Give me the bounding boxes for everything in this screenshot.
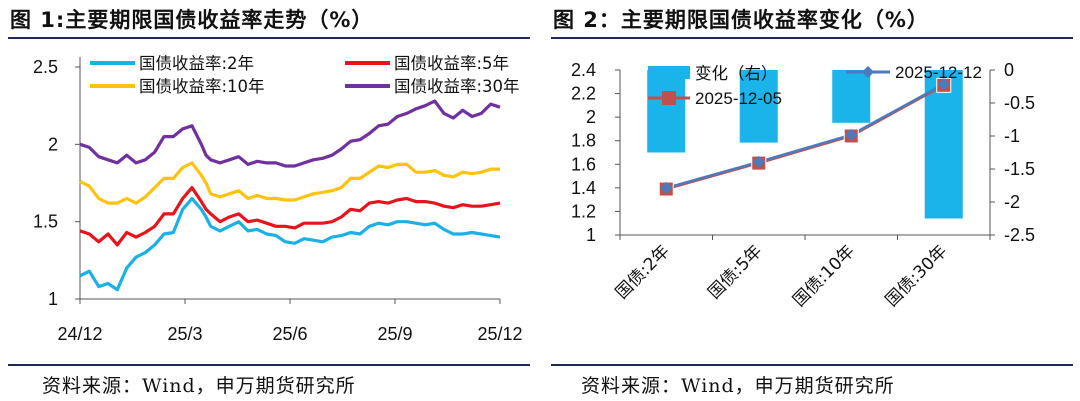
left-chart-title: 图 1:主要期限国债收益率走势（%）: [10, 8, 374, 32]
category-label: 国债:30年: [882, 241, 952, 311]
left-tick-label: 2.4: [571, 60, 596, 80]
category-label: 国债:5年: [704, 241, 766, 303]
left-tick-label: 1: [586, 225, 596, 245]
right-chart-title: 图 2：主要期限国债收益率变化（%）: [553, 8, 929, 32]
left-tick-label: 1.8: [571, 131, 596, 151]
legend-label-y30: 国债收益率:30年: [394, 77, 520, 96]
right-tick-label: -1.5: [1004, 159, 1035, 179]
legend-label-1212: 2025-12-12: [895, 63, 982, 82]
y-tick-label: 1: [48, 289, 58, 309]
x-tick-label: 25/12: [477, 324, 522, 344]
legend-label-y10: 国债收益率:10年: [139, 77, 265, 96]
legend-marker-1212: [862, 66, 874, 78]
right-tick-label: -0.5: [1004, 93, 1035, 113]
series-line-2025-12-12: [665, 83, 945, 190]
marker-2025-12-12: [937, 78, 950, 91]
legend-label-1205: 2025-12-05: [695, 89, 782, 108]
marker-2025-12-12: [845, 128, 858, 141]
right-source-rule: [551, 364, 1073, 366]
marker-2025-12-05: [751, 155, 767, 171]
right-tick-label: -1: [1004, 126, 1020, 146]
y-tick-label: 1.5: [33, 212, 58, 232]
left-tick-label: 1.6: [571, 154, 596, 174]
right-tick-label: -2: [1004, 192, 1020, 212]
legend-swatch-change: [648, 66, 690, 79]
right-tick-label: 0: [1004, 60, 1014, 80]
legend-label-y2: 国债收益率:2年: [139, 54, 254, 73]
left-tick-label: 2: [586, 107, 596, 127]
series-line-y5: [79, 186, 501, 247]
right-source-note: 资料来源：Wind，申万期货研究所: [581, 375, 895, 397]
x-tick-label: 25/9: [377, 324, 412, 344]
change-bar: [832, 70, 871, 123]
legend-marker-1205: [662, 91, 676, 105]
left-tick-label: 1.4: [571, 178, 596, 198]
y-tick-label: 2.5: [33, 57, 58, 77]
right-tick-label: -2.5: [1004, 225, 1035, 245]
marker-2025-12-05: [843, 128, 859, 144]
y-tick-label: 2: [48, 134, 58, 154]
change-bar: [924, 70, 963, 219]
marker-2025-12-05: [936, 77, 952, 93]
legend-label-y5: 国债收益率:5年: [394, 54, 509, 73]
series-line-2025-12-05: [665, 84, 945, 191]
x-tick-label: 25/3: [167, 324, 202, 344]
right-title-rule: [551, 37, 1073, 39]
change-bar: [647, 70, 686, 153]
left-tick-label: 2.2: [571, 84, 596, 104]
marker-2025-12-05: [658, 181, 674, 197]
series-line-y2: [79, 196, 501, 292]
category-label: 国债:10年: [789, 241, 859, 311]
left-source-note: 资料来源：Wind，申万期货研究所: [42, 375, 356, 397]
marker-2025-12-12: [752, 155, 765, 168]
category-label: 国债:2年: [612, 241, 674, 303]
x-tick-label: 25/6: [272, 324, 307, 344]
left-title-rule: [8, 37, 530, 39]
x-tick-label: 24/12: [57, 324, 102, 344]
left-source-rule: [8, 364, 530, 366]
change-bar: [739, 70, 778, 143]
series-line-y10: [79, 161, 500, 205]
left-tick-label: 1.2: [571, 201, 596, 221]
legend-label-change: 变化（右）: [695, 64, 778, 83]
series-line-y30: [79, 99, 501, 168]
marker-2025-12-12: [660, 181, 673, 194]
